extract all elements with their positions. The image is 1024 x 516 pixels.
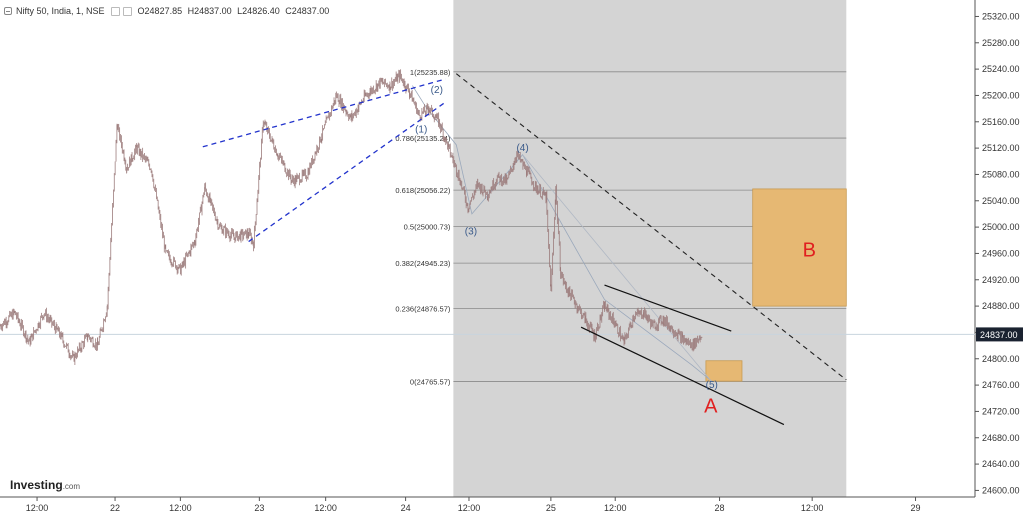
- fib-level-label: 0.618(25056.22): [395, 186, 451, 195]
- y-tick-label: 24600.00: [982, 485, 1020, 495]
- fib-level-label: 0(24765.57): [410, 377, 451, 386]
- x-tick-label: 24: [401, 503, 411, 513]
- close-value: C24837.00: [285, 6, 330, 16]
- zone-label: B: [803, 240, 816, 262]
- wave-projection: [522, 154, 713, 383]
- y-tick-label: 24640.00: [982, 459, 1020, 469]
- y-tick-label: 25000.00: [982, 222, 1020, 232]
- collapse-icon[interactable]: [4, 7, 12, 15]
- y-tick-label: 24720.00: [982, 406, 1020, 416]
- high-value: H24837.00: [187, 6, 232, 16]
- fib-level-label: 0.236(24876.57): [395, 304, 451, 313]
- y-tick-label: 25160.00: [982, 117, 1020, 127]
- y-tick-label: 24880.00: [982, 301, 1020, 311]
- x-tick-label: 22: [110, 503, 120, 513]
- x-tick-label: 12:00: [169, 503, 192, 513]
- x-tick-label: 25: [546, 503, 556, 513]
- symbol-title: Nifty 50, India, 1, NSE: [16, 6, 105, 16]
- x-tick-label: 12:00: [801, 503, 824, 513]
- open-value: O24827.85: [137, 6, 183, 16]
- y-tick-label: 24760.00: [982, 380, 1020, 390]
- y-tick-label: 25040.00: [982, 196, 1020, 206]
- y-tick-label: 25200.00: [982, 90, 1020, 100]
- zone-box: [752, 188, 847, 307]
- x-tick-label: 23: [254, 503, 264, 513]
- current-price-label: 24837.00: [980, 330, 1018, 340]
- x-tick-label: 12:00: [458, 503, 481, 513]
- y-tick-label: 24680.00: [982, 433, 1020, 443]
- fib-level-label: 0.786(25135.24): [395, 134, 451, 143]
- ohlc-readout: O24827.85 H24837.00 L24826.40 C24837.00: [138, 6, 333, 16]
- falling-channel-line: [580, 326, 785, 426]
- rising-wedge-line: [202, 78, 446, 148]
- x-tick-label: 12:00: [604, 503, 627, 513]
- fib-level-label: 0.5(25000.73): [404, 223, 451, 232]
- chart-header: Nifty 50, India, 1, NSE O24827.85 H24837…: [4, 4, 332, 18]
- rising-wedge-line: [248, 101, 446, 243]
- dashed-trendline: [455, 73, 847, 381]
- low-value: L24826.40: [237, 6, 280, 16]
- y-tick-label: 24800.00: [982, 354, 1020, 364]
- eye-icon[interactable]: [110, 6, 120, 16]
- fib-level-label: 0.382(24945.23): [395, 259, 451, 268]
- fib-level-label: 1(25235.88): [410, 68, 451, 77]
- wave-label: (3): [465, 226, 477, 237]
- y-tick-label: 25280.00: [982, 38, 1020, 48]
- falling-channel-line: [604, 284, 732, 332]
- investing-logo: Investing.com: [10, 478, 81, 492]
- wave-label: (5): [706, 380, 718, 391]
- y-tick-label: 24960.00: [982, 248, 1020, 258]
- x-tick-label: 29: [911, 503, 921, 513]
- y-tick-label: 25240.00: [982, 64, 1020, 74]
- zone-label: A: [704, 396, 718, 418]
- x-tick-label: 12:00: [314, 503, 337, 513]
- wave-label: (4): [516, 143, 528, 154]
- wave-label: (2): [431, 85, 443, 96]
- y-tick-label: 25080.00: [982, 169, 1020, 179]
- wave-label: (1): [415, 124, 427, 135]
- y-tick-label: 24920.00: [982, 275, 1020, 285]
- zone-box: [705, 360, 743, 382]
- y-tick-label: 25120.00: [982, 143, 1020, 153]
- current-price-tag: [976, 327, 1023, 342]
- settings-icon[interactable]: [122, 6, 132, 16]
- x-tick-label: 28: [715, 503, 725, 513]
- x-tick-label: 12:00: [26, 503, 49, 513]
- y-tick-label: 25320.00: [982, 11, 1020, 21]
